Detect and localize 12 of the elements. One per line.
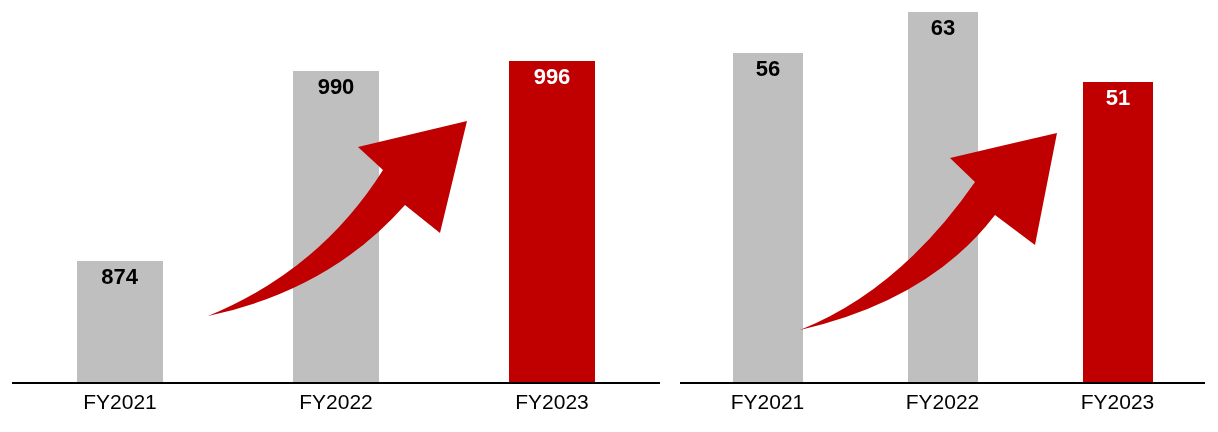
- x-tick-label: FY2023: [1080, 389, 1155, 413]
- x-tick-label: FY2022: [905, 389, 980, 413]
- x-tick-label: FY2021: [730, 389, 805, 413]
- x-tick-label: FY2022: [299, 389, 373, 413]
- data-label: 874: [101, 264, 139, 289]
- data-label: 990: [317, 74, 355, 99]
- data-label: 996: [533, 64, 571, 89]
- data-label: 51: [1105, 85, 1131, 110]
- x-tick-label: FY2023: [515, 389, 589, 413]
- data-label: 56: [755, 56, 781, 81]
- data-label: 63: [930, 15, 956, 40]
- x-tick-label: FY2021: [83, 389, 157, 413]
